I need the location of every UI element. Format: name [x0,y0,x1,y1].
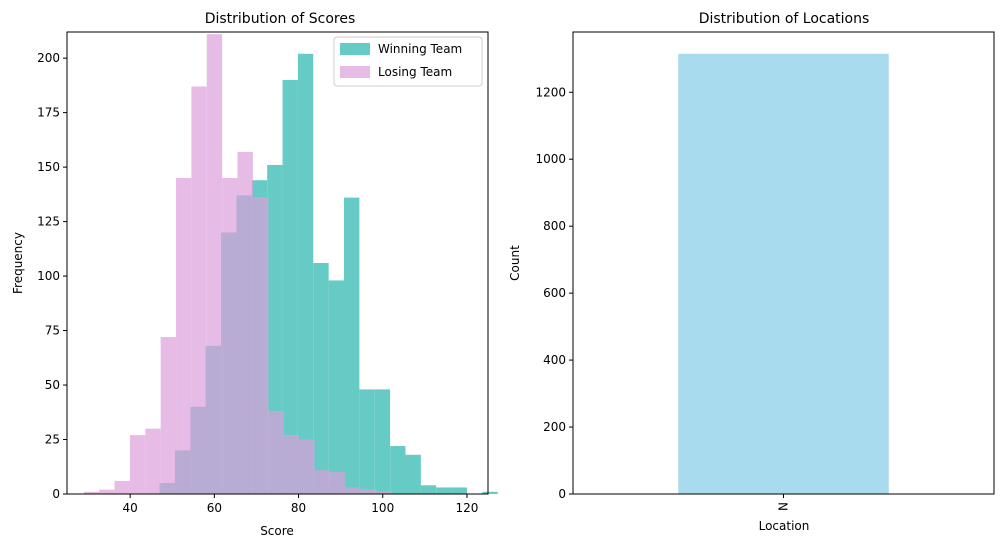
locations-y-tick-label: 200 [543,420,566,434]
scores-legend: Winning Team Losing Team [333,36,483,87]
overlap-bar-26 [314,470,329,494]
overlap-bar-34 [375,491,391,494]
winning-team-bar-18 [436,487,452,494]
overlap-bar-12 [206,345,222,494]
losing-team-bar-4 [145,428,161,494]
legend-label-losing-team: Losing Team [378,65,452,79]
locations-y-tick-label: 400 [543,353,566,367]
winning-team-bar-9 [297,53,314,495]
overlap-bars [159,180,392,495]
overlap-bar-17 [251,180,253,495]
winning-team-bar-11 [328,280,345,494]
losing-team-bar-6 [176,178,192,494]
overlap-bar-6 [160,483,175,494]
legend-label-winning-team: Winning Team [378,42,462,56]
overlap-bar-10 [191,406,206,494]
scores-x-ticks: 40 60 80 100 120 [123,494,478,515]
winning-team-bar-19 [451,487,467,494]
scores-x-axis-label: Score [260,524,294,538]
overlap-bar-11 [205,345,207,494]
overlap-bar-14 [222,232,237,494]
overlap-bar-13 [221,232,223,494]
locations-y-tick-label: 1200 [535,85,566,99]
losing-team-bar-2 [114,480,130,494]
losing-team-bar-3 [129,435,146,494]
overlap-bar-19 [267,197,269,495]
scores-y-tick-label: 100 [37,269,60,283]
scores-plot-frame [66,31,489,495]
scores-x-tick-label: 80 [291,501,306,515]
overlap-bar-28 [329,472,345,494]
scores-y-tick-label: 125 [37,215,60,229]
locations-y-tick-label: 600 [543,286,566,300]
winning-team-bar-17 [420,485,437,494]
scores-y-tick-label: 150 [37,160,60,174]
losing-team-bar-0 [83,491,100,494]
scores-y-tick-label: 75 [45,324,60,338]
overlap-bar-30 [345,487,360,494]
losing-team-bar-1 [99,489,115,494]
overlap-bar-15 [236,195,238,494]
overlap-bar-32 [360,489,375,494]
losing-team-bar-5 [160,337,177,494]
locations-bar-chart: Distribution of Locations N 0 200 400 600 80… [508,11,995,533]
winning-team-bar-15 [390,446,406,494]
legend-frame [333,36,483,87]
locations-y-tick-label: 800 [543,219,566,233]
winning-team-bar-21 [482,491,498,494]
overlap-bar-23 [297,435,299,494]
winning-team-bar-12 [344,197,360,495]
locations-y-axis-label: Count [508,245,522,281]
scores-x-tick-label: 120 [455,501,478,515]
losing-team-bar-7 [191,86,207,494]
locations-y-ticks: 0 200 400 600 800 1000 1200 [535,85,573,501]
overlap-bar-20 [268,411,283,494]
scores-y-tick-label: 175 [37,106,60,120]
scores-x-tick-label: 100 [371,501,394,515]
legend-swatch-losing-team [340,66,370,78]
overlap-bar-33 [374,489,376,494]
legend-swatch-winning-team [340,43,370,55]
locations-bars [678,53,889,495]
overlap-bar-9 [190,406,192,494]
overlap-bar-29 [344,472,346,494]
locations-chart-title: Distribution of Locations [699,11,870,27]
overlap-bar-5 [159,483,161,494]
winning-team-bar-16 [405,454,421,494]
locations-y-tick-label: 0 [558,487,566,501]
overlap-bar-18 [252,197,268,495]
scores-y-ticks: 0 25 50 75 100 125 150 175 200 [37,51,67,501]
overlap-bar-27 [328,470,330,494]
overlap-bar-24 [298,439,314,494]
locations-x-axis-label: Location [759,519,810,533]
overlap-bar-21 [282,411,284,494]
overlap-bar-8 [176,450,191,494]
scores-histogram-chart: Distribution of Scores 40 60 80 100 120 0 25 5… [11,11,498,538]
overlap-bar-31 [359,487,361,494]
winning-team-bar-8 [282,79,298,495]
overlap-bar-7 [174,450,177,494]
winning-team-bar-13 [359,389,375,494]
overlap-bar-16 [237,195,252,494]
overlap-bar-22 [283,435,298,494]
overlap-bar-25 [313,439,315,494]
winning-team-bar-10 [313,263,329,494]
scores-y-tick-label: 0 [52,487,60,501]
scores-chart-title: Distribution of Scores [205,11,356,27]
scores-y-tick-label: 50 [45,378,60,392]
locations-x-tick-label: N [777,502,791,511]
locations-x-ticks: N [777,494,791,511]
scores-y-tick-label: 25 [45,433,60,447]
location-bar-N [678,53,889,495]
locations-y-tick-label: 1000 [535,152,566,166]
overlap-bar-35 [390,491,392,494]
scores-x-tick-label: 60 [207,501,222,515]
scores-y-axis-label: Frequency [11,232,25,294]
scores-y-tick-label: 200 [37,51,60,65]
winning-team-bar-14 [374,389,391,494]
scores-x-tick-label: 40 [123,501,138,515]
